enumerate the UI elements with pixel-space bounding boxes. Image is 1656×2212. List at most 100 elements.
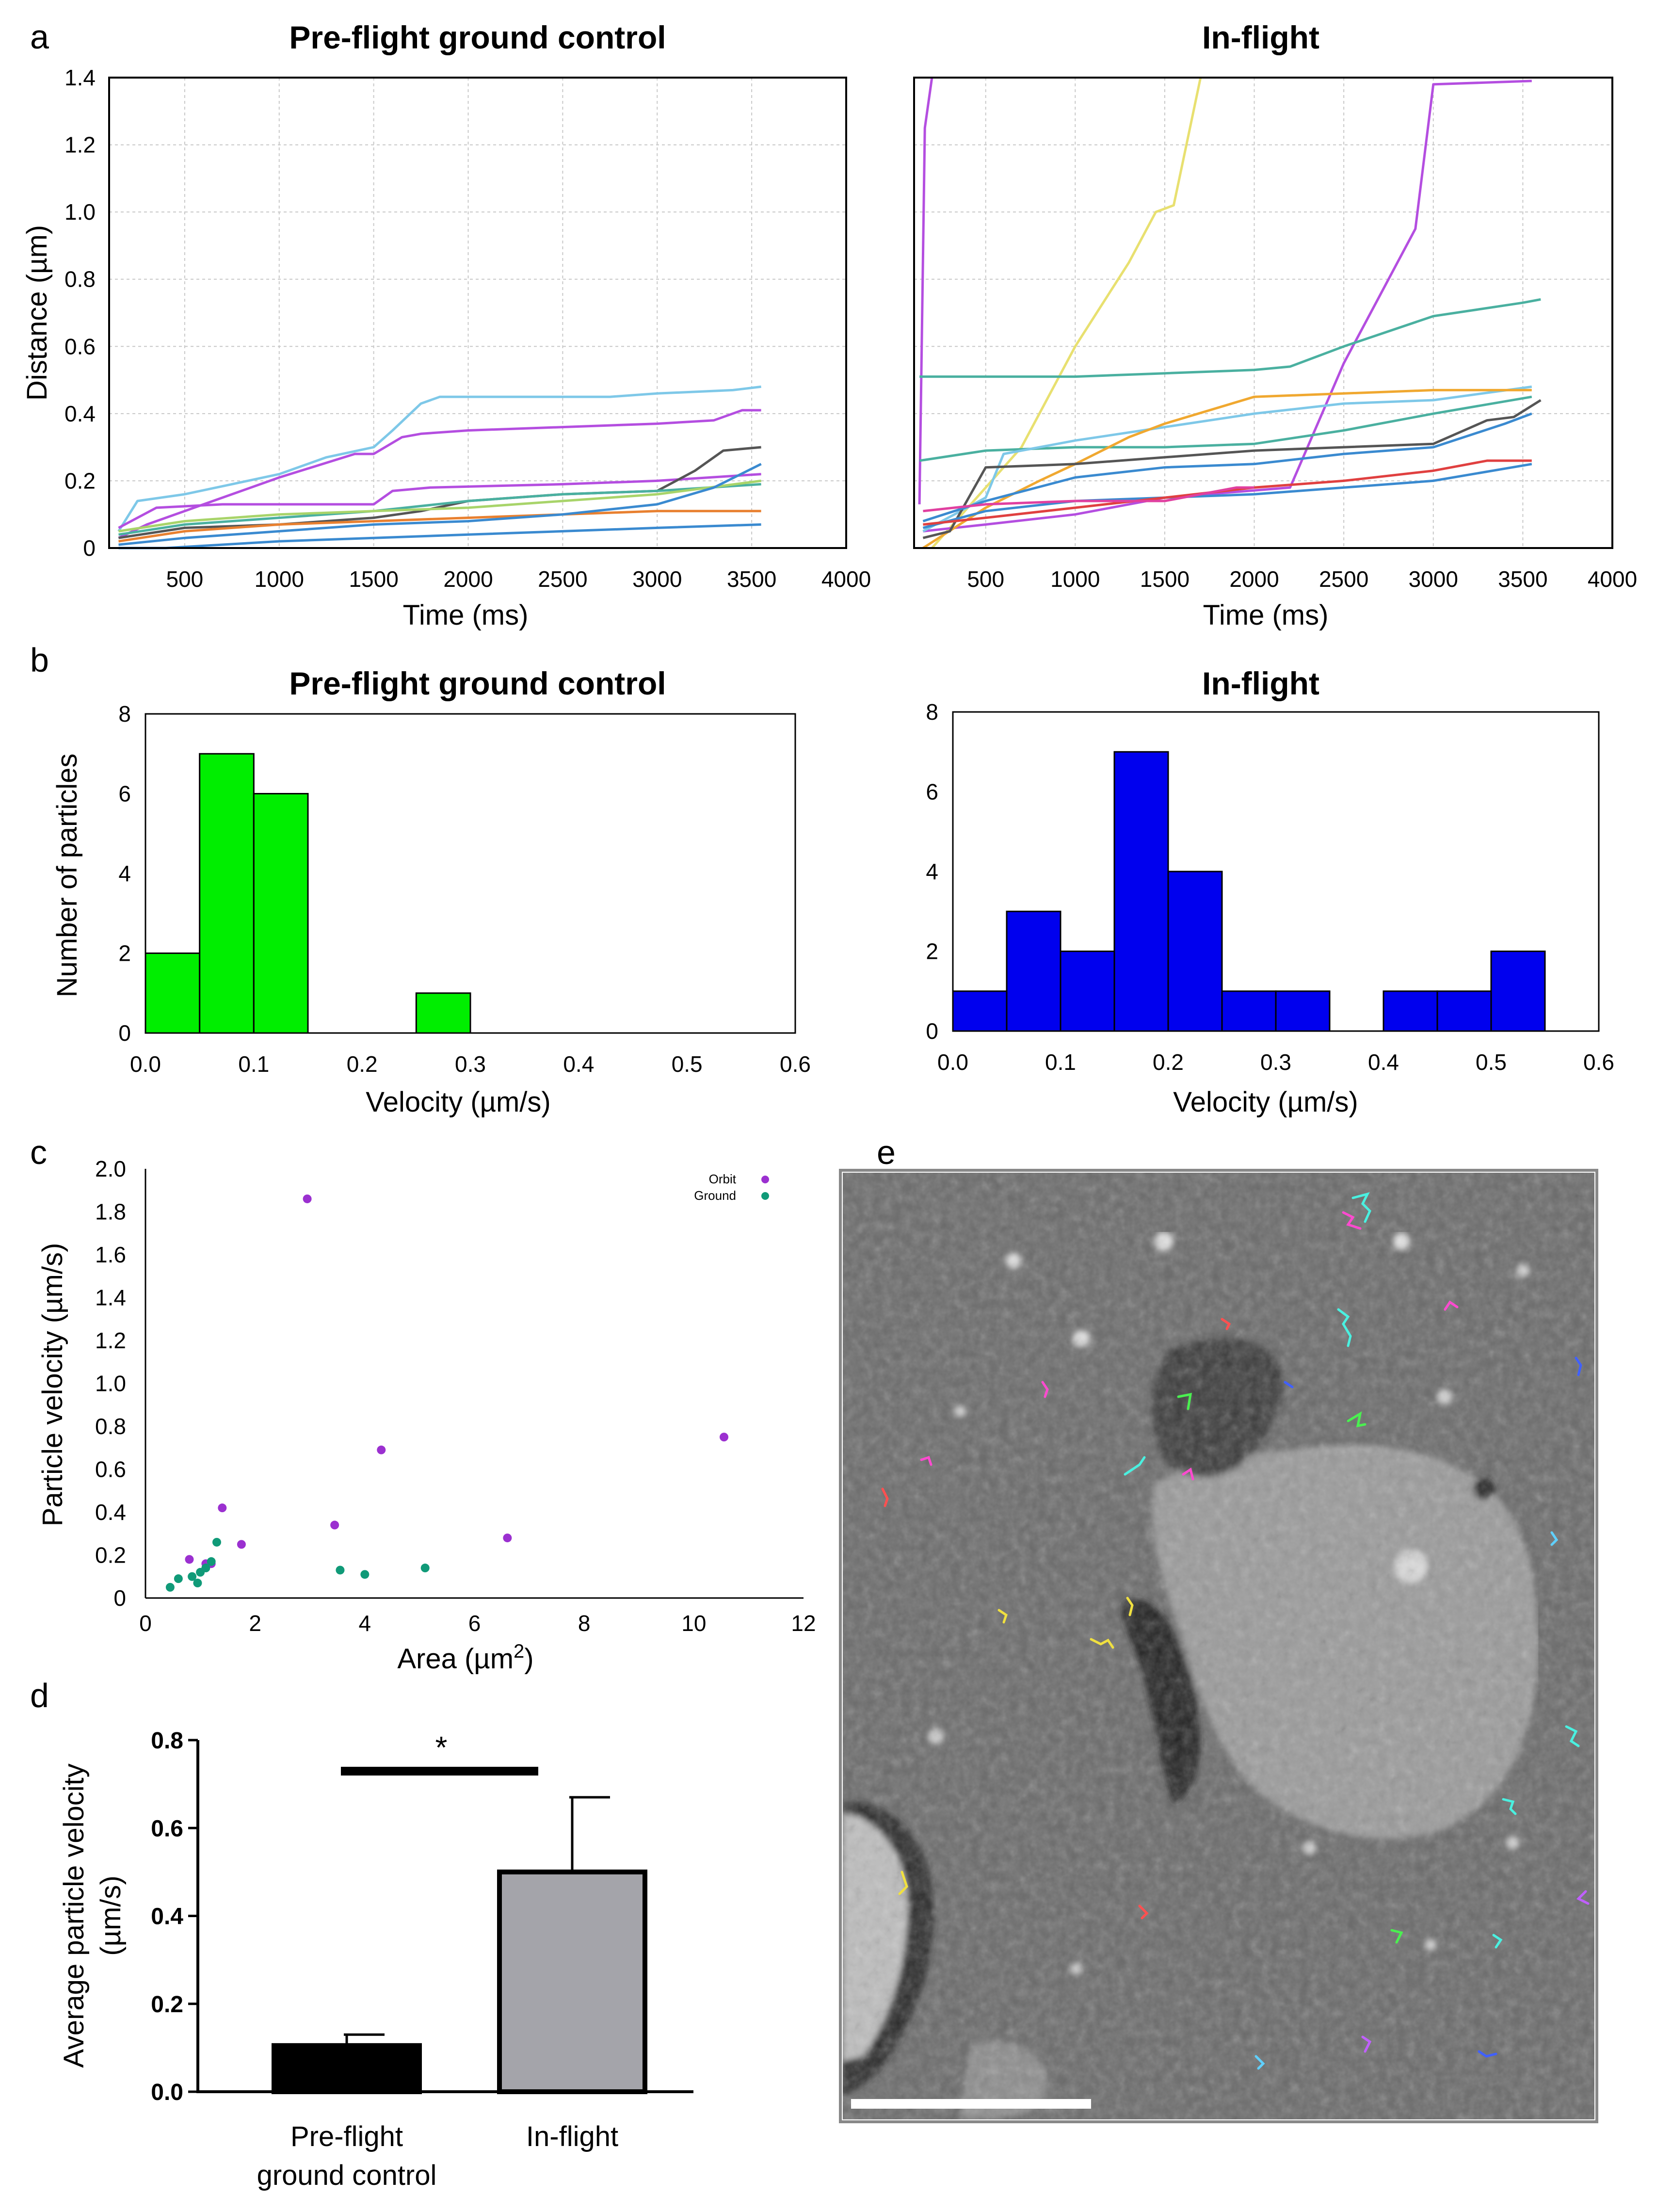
chart-c-x-tick: 10 xyxy=(681,1611,706,1636)
a1-series-1 xyxy=(117,385,761,532)
point-ground xyxy=(174,1574,183,1583)
significance-star: * xyxy=(435,1730,448,1765)
legend-ground-marker xyxy=(761,1192,769,1200)
chart-d-significance: * xyxy=(341,1730,538,1776)
chart-c-x-label-end: ) xyxy=(524,1643,533,1675)
chart-d-category-1-line1: Pre-flight xyxy=(290,2121,403,2152)
point-orbit xyxy=(237,1540,246,1549)
chart-b2-x-tick: 0.6 xyxy=(1583,1049,1614,1075)
chart-c-x-label: Area (µm2) xyxy=(397,1641,533,1675)
chart-c-y-tick: 1.8 xyxy=(95,1199,126,1225)
chart-d-y-tick: 0.0 xyxy=(151,2080,183,2105)
a2-series-6 xyxy=(922,385,1532,533)
chart-b2-x-tick: 0.3 xyxy=(1260,1049,1291,1075)
chart-c-y-tick: 0.6 xyxy=(95,1457,126,1482)
chart-a1-y-tick: 0.6 xyxy=(64,334,96,359)
panel-label-d: d xyxy=(30,1677,49,1714)
b2-bar xyxy=(1275,990,1331,1032)
chart-c-x-tick: 4 xyxy=(359,1611,371,1636)
chart-b2-frame xyxy=(952,711,1600,1032)
chart-d-axes xyxy=(196,1740,693,2093)
a2-series-10 xyxy=(922,463,1532,529)
chart-b1-y-tick: 2 xyxy=(118,941,131,966)
chart-c-x-tick: 8 xyxy=(578,1611,591,1636)
point-ground xyxy=(212,1537,222,1547)
chart-a1-y-tick: 1.0 xyxy=(64,199,96,225)
chart-a1-x-ticks: 500 1000 1500 2000 2500 3000 3500 4000 xyxy=(166,566,871,592)
chart-b1-y-tick: 4 xyxy=(118,861,131,886)
chart-b1-x-tick: 0.4 xyxy=(563,1051,594,1077)
a1-series-9 xyxy=(118,463,762,546)
chart-c-y-tick: 0.8 xyxy=(95,1414,126,1439)
chart-d-y-tick: 0.2 xyxy=(151,1992,183,2018)
chart-a2-x-label: Time (ms) xyxy=(1203,599,1329,631)
chart-a2-x-tick: 1000 xyxy=(1050,566,1100,592)
chart-b1-y-tick: 8 xyxy=(118,701,131,727)
chart-c-y-tick: 1.0 xyxy=(95,1371,126,1396)
a2-series-1 xyxy=(918,77,933,504)
chart-c-y-tick: 0.2 xyxy=(95,1543,126,1568)
micrograph-particle-tracks xyxy=(881,1192,1590,2070)
chart-a2-x-ticks: 500 1000 1500 2000 2500 3000 3500 4000 xyxy=(967,566,1637,592)
point-ground xyxy=(165,1582,175,1592)
chart-a1: Pre-flight ground control 500 1000 1500 … xyxy=(21,19,871,631)
b2-bar xyxy=(1113,751,1169,1032)
chart-a1-x-tick: 1500 xyxy=(349,566,398,592)
point-orbit xyxy=(185,1555,194,1564)
chart-c-y-ticks: 0 0.2 0.4 0.6 0.8 1.0 1.2 1.4 1.6 1.8 2.… xyxy=(95,1156,126,1611)
chart-b2-y-tick: 4 xyxy=(926,859,938,884)
b2-bar xyxy=(1060,951,1115,1032)
legend-orbit-marker xyxy=(761,1176,769,1183)
b2-bar xyxy=(1167,871,1223,1032)
chart-c-y-tick: 1.6 xyxy=(95,1242,126,1267)
chart-a2-x-tick: 500 xyxy=(967,566,1004,592)
point-orbit xyxy=(377,1445,386,1454)
chart-b2-y-tick: 2 xyxy=(926,939,938,964)
chart-a1-y-tick: 1.2 xyxy=(64,132,96,158)
legend-ground-label: Ground xyxy=(694,1188,736,1203)
point-orbit xyxy=(503,1534,512,1543)
b1-bar xyxy=(199,753,255,1034)
chart-b1-x-tick: 0.0 xyxy=(130,1051,161,1077)
chart-a2-lines xyxy=(918,77,1542,549)
point-orbit xyxy=(303,1194,312,1203)
chart-d-y-label-line1: Average particle velocity xyxy=(58,1763,90,2068)
chart-a2-frame xyxy=(913,77,1613,549)
chart-a1-x-tick: 2500 xyxy=(538,566,587,592)
b1-bar xyxy=(253,793,309,1034)
chart-b2-x-ticks: 0.0 0.1 0.2 0.3 0.4 0.5 0.6 xyxy=(937,1049,1614,1075)
chart-b2-x-tick: 0.1 xyxy=(1045,1049,1076,1075)
chart-b1-y-tick: 6 xyxy=(118,781,131,807)
chart-c-y-tick: 0.4 xyxy=(95,1500,126,1525)
chart-a1-x-tick: 4000 xyxy=(821,566,871,592)
chart-b1-y-label: Number of particles xyxy=(51,754,83,998)
a1-series-2 xyxy=(118,409,761,539)
chart-b1-x-ticks: 0.0 0.1 0.2 0.3 0.4 0.5 0.6 xyxy=(130,1051,811,1077)
a2-series-4 xyxy=(919,298,1541,378)
a2-series-3 xyxy=(923,80,1532,533)
chart-c-y-tick: 1.2 xyxy=(95,1328,126,1353)
chart-b2-title: In-flight xyxy=(1202,665,1319,701)
chart-b1-y-tick: 0 xyxy=(118,1020,131,1046)
point-orbit xyxy=(330,1520,339,1530)
b2-bar xyxy=(1436,990,1492,1032)
chart-b1-x-tick: 0.2 xyxy=(347,1051,378,1077)
chart-c-x-tick: 6 xyxy=(468,1611,481,1636)
chart-c-axes xyxy=(145,1169,804,1599)
a1-series-7 xyxy=(118,510,761,543)
chart-c: 0 2 4 6 8 10 12 0 0.2 0.4 0.6 0.8 1.0 1.… xyxy=(37,1156,816,1675)
point-ground xyxy=(188,1572,197,1581)
point-orbit xyxy=(218,1503,227,1513)
chart-c-x-tick: 2 xyxy=(249,1611,261,1636)
micrograph-e xyxy=(839,1169,1598,2123)
chart-a2-x-tick: 2500 xyxy=(1319,566,1368,592)
b1-bar xyxy=(415,992,471,1034)
a2-series-12 xyxy=(923,486,1254,513)
chart-b2-x-tick: 0.5 xyxy=(1476,1049,1507,1075)
a1-series-3 xyxy=(118,473,761,529)
b2-bar xyxy=(1221,990,1277,1032)
chart-a1-title: Pre-flight ground control xyxy=(289,19,666,55)
b1-bar xyxy=(145,953,201,1034)
a2-series-5 xyxy=(919,395,1532,462)
